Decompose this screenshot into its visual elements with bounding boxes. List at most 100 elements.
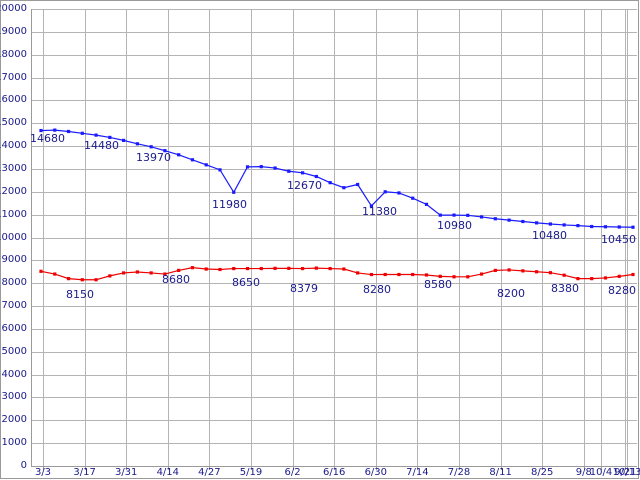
data-point-marker (273, 166, 277, 170)
data-point-marker (122, 271, 126, 275)
data-point-marker (135, 270, 139, 274)
x-axis-tick-label: 3/3 (34, 467, 52, 478)
data-point-marker (177, 268, 181, 272)
data-point-marker (328, 181, 332, 185)
data-point-marker (590, 277, 594, 281)
data-point-marker (521, 269, 525, 273)
data-point-marker (314, 174, 318, 179)
data-point-marker (149, 271, 153, 275)
data-point-marker (108, 135, 112, 140)
data-point-marker (94, 278, 98, 282)
data-point-marker (108, 274, 112, 278)
data-value-label: 8280 (608, 284, 636, 297)
data-point-marker (521, 219, 525, 224)
data-point-marker (190, 266, 195, 270)
y-axis-tick-label: 11000 (0, 208, 27, 220)
data-point-marker (287, 266, 291, 270)
data-point-marker (259, 266, 263, 271)
y-axis-tick-label: 0 (20, 460, 27, 471)
data-point-marker (479, 215, 484, 219)
data-point-marker (411, 272, 415, 277)
data-point-marker (617, 274, 621, 278)
data-point-marker (411, 196, 415, 200)
data-point-marker (466, 213, 470, 217)
x-axis-tick-label: 10/13 (612, 467, 640, 478)
data-point-marker (424, 273, 429, 277)
data-value-label: 8200 (497, 287, 525, 300)
y-axis-tick-label: 18000 (0, 48, 27, 60)
y-axis-tick-label: 3000 (1, 391, 27, 403)
data-point-marker (466, 275, 470, 279)
data-point-marker (397, 191, 401, 195)
data-point-marker (590, 224, 594, 229)
x-axis-tick-label: 10/4 (589, 467, 613, 478)
data-point-marker (66, 277, 71, 281)
data-value-label: 10980 (437, 219, 472, 232)
data-point-marker (493, 268, 497, 272)
y-axis-tick-label: 20000 (0, 3, 27, 14)
data-value-label: 11980 (212, 198, 247, 211)
data-point-marker (452, 213, 456, 217)
y-axis-tick-label: 15000 (0, 117, 27, 129)
y-axis-tick-label: 12000 (0, 185, 27, 197)
data-point-marker (53, 272, 57, 276)
data-point-marker (135, 142, 139, 146)
data-value-label: 14480 (84, 139, 119, 152)
data-point-marker (548, 271, 552, 275)
data-point-marker (397, 272, 401, 277)
data-point-marker (631, 272, 635, 277)
data-point-marker (218, 267, 222, 272)
data-point-marker (356, 271, 360, 275)
data-value-label: 8379 (290, 282, 318, 295)
data-point-marker (424, 202, 429, 206)
data-point-marker (342, 267, 346, 271)
x-axis-tick-label: 8/25 (530, 467, 554, 478)
data-point-marker (479, 272, 484, 276)
data-point-marker (66, 129, 71, 134)
y-axis-tick-label: 2000 (1, 414, 27, 426)
data-point-marker (369, 204, 374, 208)
data-value-label: 14680 (30, 132, 65, 145)
y-axis-tick-label: 6000 (1, 322, 27, 334)
data-value-label: 8380 (551, 282, 579, 295)
y-axis-tick-label: 16000 (0, 94, 27, 106)
data-point-marker (507, 218, 511, 222)
data-point-marker (204, 163, 208, 167)
x-axis-tick-label: 7/14 (406, 467, 429, 478)
data-point-marker (259, 165, 263, 169)
y-axis-tick-label: 1000 (1, 437, 27, 449)
data-point-marker (356, 182, 360, 187)
y-axis-tick-label: 7000 (1, 300, 27, 312)
data-point-marker (342, 186, 346, 190)
y-axis-tick-label: 8000 (1, 277, 27, 289)
data-point-marker (603, 225, 608, 229)
x-axis-tick-label: 4/27 (198, 467, 221, 478)
y-axis-tick-label: 19000 (0, 25, 27, 37)
data-point-marker (80, 278, 84, 282)
y-axis-tick-label: 5000 (1, 345, 27, 357)
y-axis-tick-label: 13000 (0, 162, 27, 174)
x-axis-tick-label: 7/28 (447, 467, 471, 478)
data-point-marker (452, 275, 456, 279)
data-value-label: 8580 (424, 278, 452, 291)
y-axis-tick-label: 10000 (0, 231, 27, 243)
y-axis-tick-label: 4000 (1, 368, 27, 380)
data-point-marker (245, 266, 250, 271)
data-point-marker (245, 165, 250, 169)
x-axis-tick-label: 6/16 (322, 467, 346, 478)
data-point-marker (314, 266, 318, 270)
data-point-marker (328, 266, 332, 271)
data-point-marker (122, 138, 126, 142)
data-point-marker (53, 128, 57, 132)
data-point-marker (369, 272, 374, 277)
data-point-marker (493, 217, 497, 221)
data-point-marker (287, 169, 291, 173)
y-axis-tick-label: 9000 (1, 254, 27, 266)
series-line-upper (40, 129, 634, 228)
data-point-marker (438, 213, 442, 217)
data-point-marker (80, 131, 84, 135)
data-point-marker (39, 269, 43, 273)
